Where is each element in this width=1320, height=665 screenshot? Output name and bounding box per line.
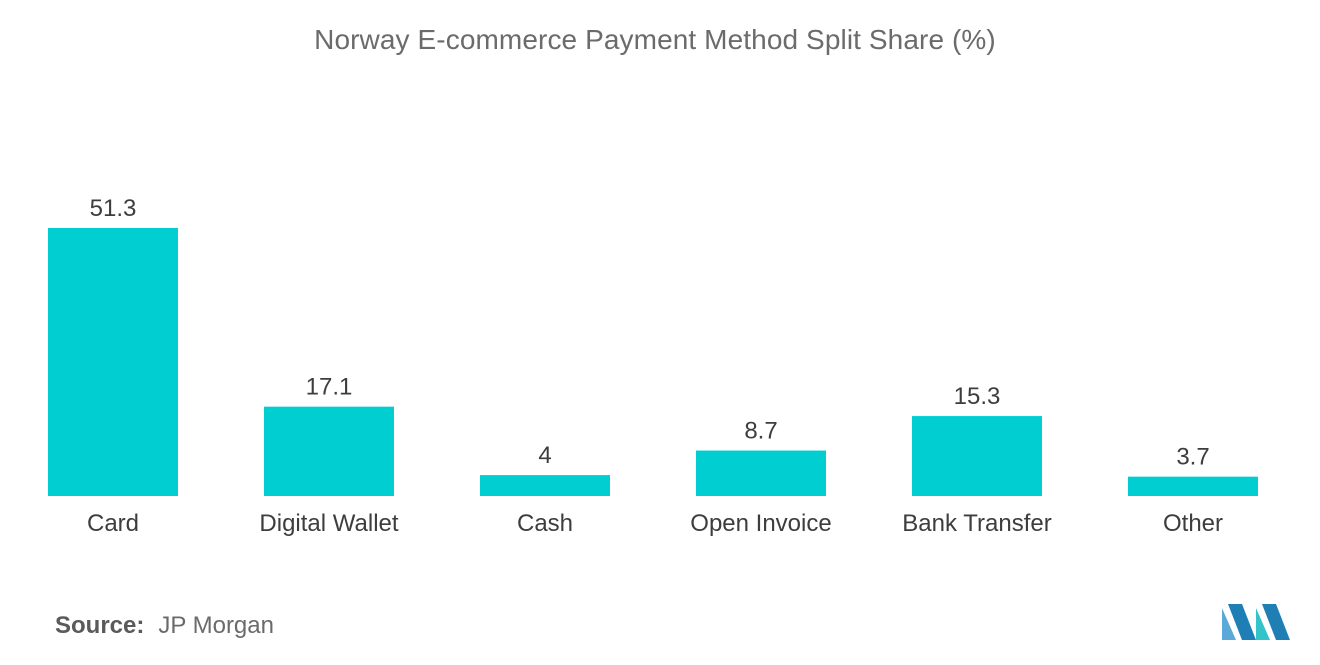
source-note: Source: JP Morgan [55,612,274,640]
chart-title: Norway E-commerce Payment Method Split S… [314,24,996,55]
bar-open-invoice [696,450,826,496]
mordor-intelligence-logo-icon [1222,604,1290,640]
source-value: JP Morgan [158,612,274,639]
bar-value-label: 51.3 [90,195,137,222]
source-label: Source: [55,612,145,639]
category-label: Digital Wallet [259,510,398,537]
category-label: Other [1163,510,1223,537]
bar-value-label: 17.1 [306,374,353,401]
bar-card [48,228,178,496]
category-label: Bank Transfer [902,510,1051,537]
category-label: Open Invoice [690,510,831,537]
bar-value-label: 3.7 [1176,444,1209,471]
value-labels-group: 51.3 17.1 4 8.7 15.3 3.7 [90,195,1210,471]
bar-other [1128,476,1258,496]
bar-value-label: 4 [538,442,551,469]
bar-value-label: 15.3 [954,383,1001,410]
category-label: Cash [517,510,573,537]
bar-value-label: 8.7 [744,418,777,445]
bar-cash [480,475,610,496]
category-labels-group: Card Digital Wallet Cash Open Invoice Bank T… [87,510,1223,537]
bars-group [48,228,1258,496]
bar-bank-transfer [912,416,1042,496]
bar-digital-wallet [264,406,394,496]
category-label: Card [87,510,139,537]
